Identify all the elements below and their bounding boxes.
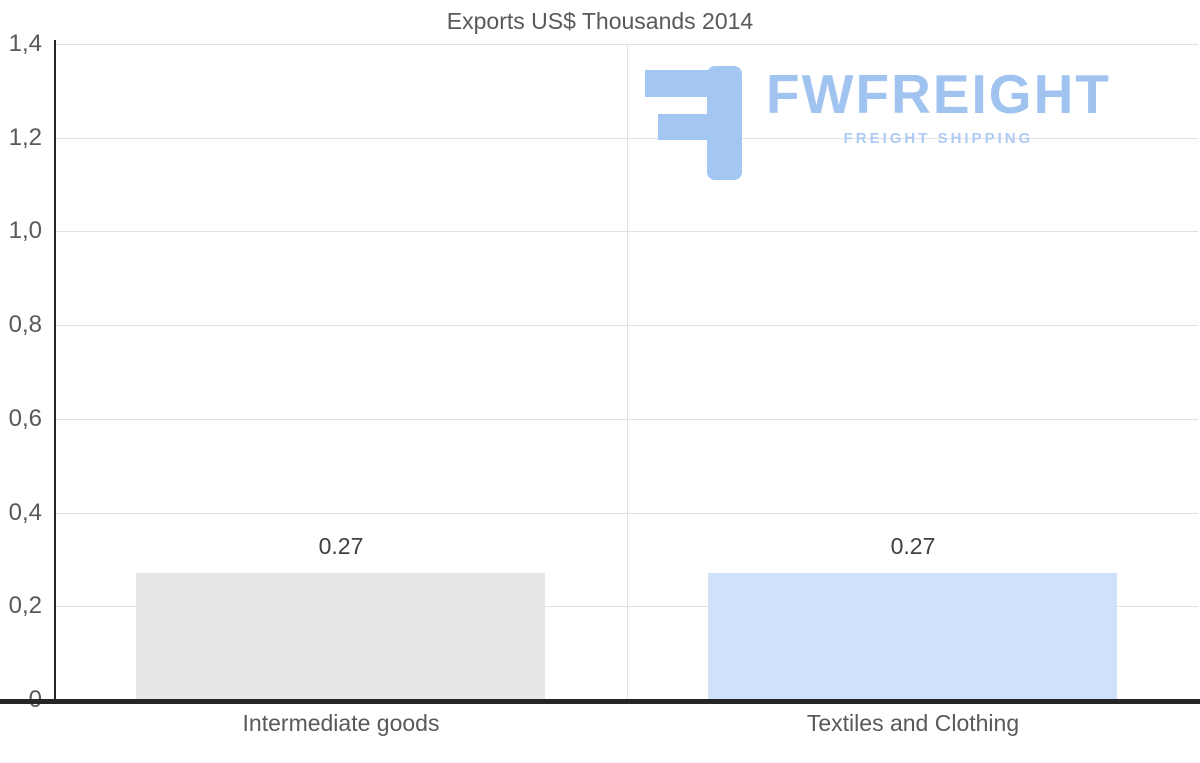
watermark-brand-name: FWFREIGHT [766,63,1111,125]
watermark-subtitle: FREIGHT SHIPPING [843,129,1034,147]
bar-value-label: 0.27 [318,533,364,559]
y-axis-tick-label: 0,6 [8,404,42,432]
x-gridline [627,44,628,700]
y-gridline [55,512,1198,514]
y-axis-tick-label: 1,0 [8,217,42,245]
y-axis-tick-label: 0,8 [8,311,42,339]
x-axis-category-label: Intermediate goods [242,710,440,736]
bar-textiles-and-clothing [708,573,1117,700]
chart-title: Exports US$ Thousands 2014 [446,8,754,34]
watermark-text: FWFREIGHT FREIGHT SHIPPING [766,63,1111,147]
y-gridline [55,325,1198,327]
bar-value-label: 0.27 [890,533,936,559]
watermark-logo: FWFREIGHT FREIGHT SHIPPING [645,63,1111,189]
y-gridline [55,44,1198,45]
x-axis-category-label: Textiles and Clothing [806,710,1020,736]
y-axis-tick-label: 1,4 [8,30,42,57]
x-axis-line [0,699,1200,704]
y-gridline [55,606,1198,608]
fwfreight-logo-icon [645,66,742,189]
bar-intermediate-goods [136,573,545,700]
y-axis-line [54,40,56,703]
y-gridline [55,137,1198,139]
y-gridline [55,231,1198,233]
y-axis-tick-label: 0,4 [8,498,42,526]
y-gridline [55,418,1198,420]
y-axis-tick-label: 0,2 [8,592,42,620]
y-axis-tick-label: 1,2 [8,123,42,151]
